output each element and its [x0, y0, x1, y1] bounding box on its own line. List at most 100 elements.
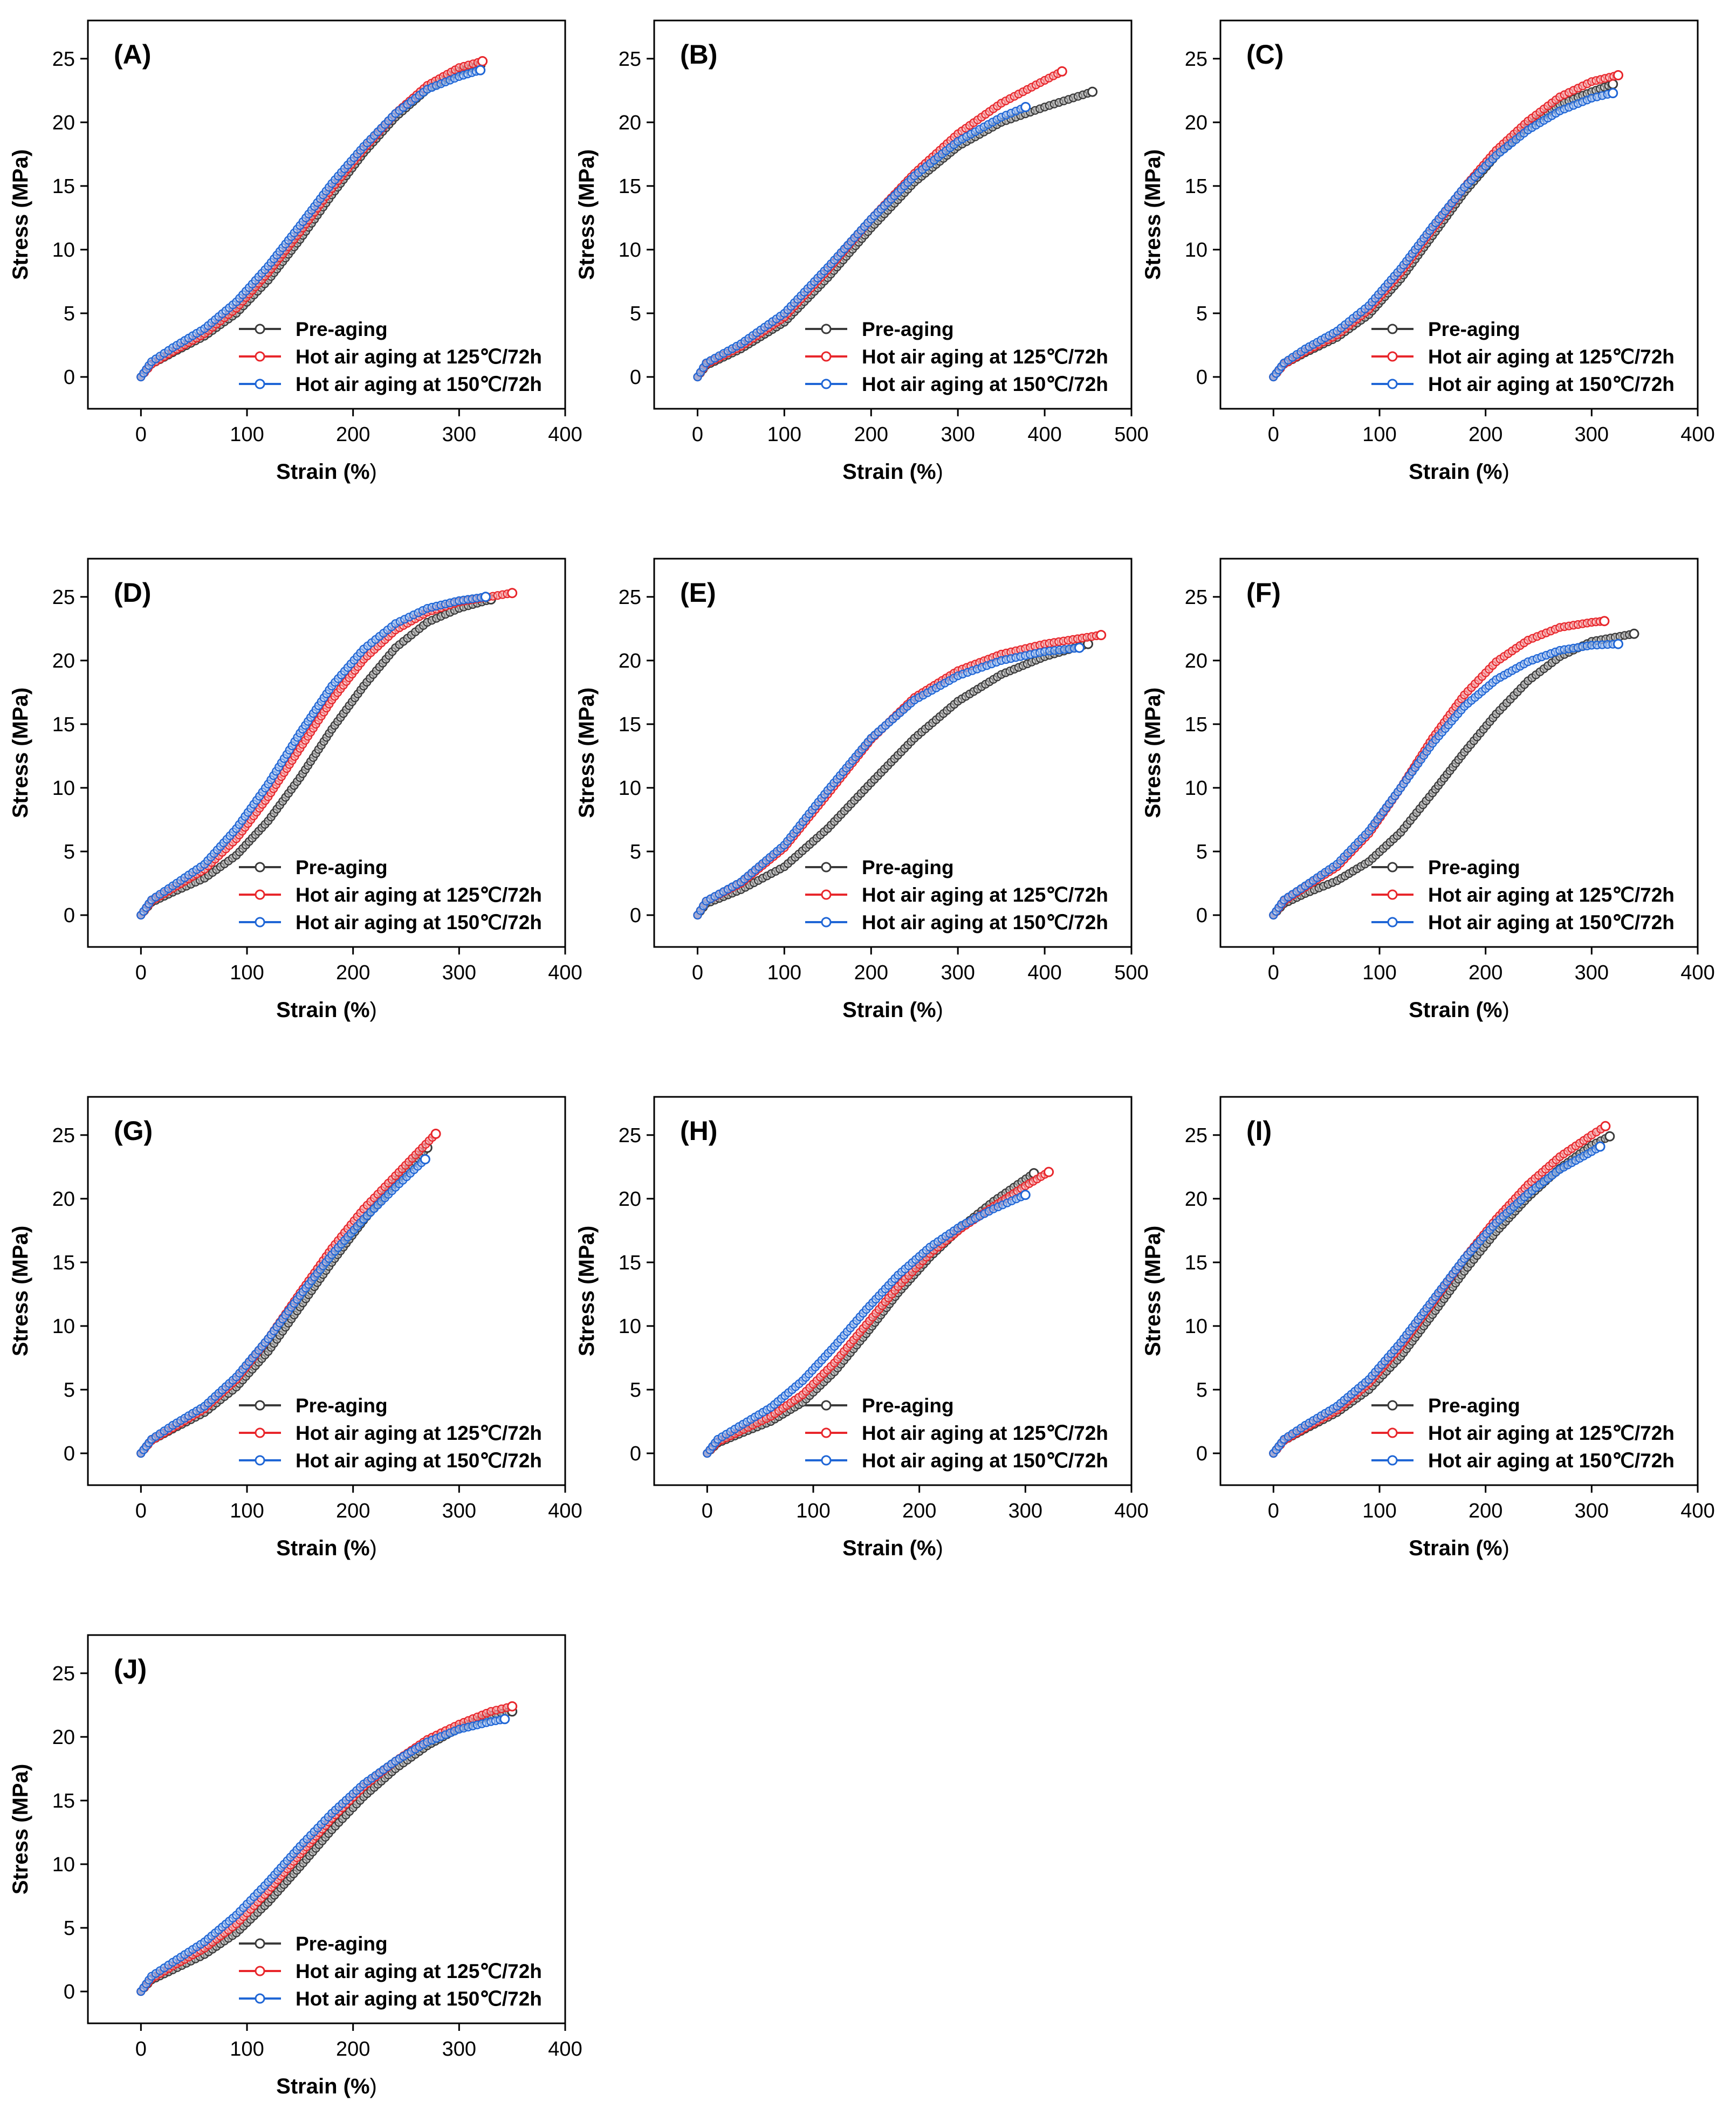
x-tick-label: 300: [941, 423, 975, 446]
legend-marker: [821, 379, 832, 389]
legend-marker: [1387, 351, 1398, 362]
data-point: [953, 137, 963, 146]
x-tick-label: 400: [548, 1500, 582, 1522]
panel-title: (B): [680, 39, 717, 70]
x-axis-label: Strain (%): [276, 460, 377, 484]
legend-label: Hot air aging at 150℃/72h: [1428, 1450, 1675, 1472]
y-tick-label: 5: [64, 1379, 75, 1402]
data-point: [445, 75, 455, 85]
x-axis-label-main: Strain (%: [276, 2075, 369, 2098]
x-tick-label: 0: [702, 1500, 713, 1522]
data-point: [728, 344, 737, 353]
data-point-end: [1599, 616, 1610, 627]
x-tick-label: 400: [1680, 423, 1714, 446]
x-tick-label: 100: [230, 2038, 264, 2061]
y-tick-label: 20: [619, 1188, 641, 1211]
chart-panel-5: 0 100 200 300 400 500 0 5 10 15 20 25 Strain (%) Stre…: [575, 558, 1149, 1022]
data-point-end: [507, 1701, 518, 1712]
y-tick-label: 15: [1185, 713, 1207, 736]
x-tick-label: 400: [548, 423, 582, 446]
x-axis-label: Strain (%): [842, 998, 943, 1022]
data-point: [706, 356, 715, 365]
y-tick-label: 0: [64, 1443, 75, 1465]
y-axis-label: Stress (MPa): [1141, 149, 1165, 280]
data-point: [971, 127, 980, 136]
panel-title: (C): [1246, 39, 1284, 70]
x-tick-label: 400: [1114, 1500, 1148, 1522]
x-axis-label-paren: ): [370, 1536, 377, 1560]
legend-label: Hot air aging at 125℃/72h: [1428, 346, 1675, 368]
x-tick-label: 500: [1114, 423, 1148, 446]
data-point-end: [1020, 102, 1031, 112]
y-tick-label: 10: [1185, 239, 1207, 262]
y-tick-label: 20: [1185, 1188, 1207, 1211]
x-tick-label: 200: [1469, 962, 1502, 984]
y-axis-label: Stress (MPa): [575, 1226, 599, 1356]
y-tick-label: 25: [1185, 48, 1207, 71]
data-point: [1035, 78, 1045, 87]
x-tick-label: 0: [135, 423, 147, 446]
y-tick-label: 15: [1185, 175, 1207, 198]
chart-panel-9: 0 100 200 300 400 0 5 10 15 20 25 Strain (%) Stress …: [1141, 1096, 1715, 1560]
data-point-end: [1629, 628, 1639, 639]
y-tick-label: 5: [630, 841, 641, 863]
x-tick-label: 400: [548, 2038, 582, 2061]
data-point: [423, 85, 432, 94]
x-tick-label: 200: [854, 423, 888, 446]
x-tick-label: 200: [854, 962, 888, 984]
x-tick-label: 0: [1268, 1500, 1279, 1522]
panel-title: (I): [1246, 1116, 1272, 1146]
data-point-end: [477, 56, 488, 66]
y-tick-label: 0: [630, 366, 641, 389]
x-tick-label: 100: [230, 1500, 264, 1522]
legend-marker: [821, 351, 832, 362]
x-tick-label: 0: [135, 962, 147, 984]
y-tick-label: 0: [630, 904, 641, 927]
x-tick-label: 100: [767, 962, 801, 984]
data-point: [997, 99, 1006, 108]
data-point-end: [475, 65, 486, 75]
chart-panel-8: 0 100 200 300 400 0 5 10 15 20 25 Strain (%) Stress …: [575, 1096, 1149, 1560]
y-tick-label: 10: [1185, 777, 1207, 800]
data-point: [1010, 92, 1019, 101]
x-tick-label: 400: [1680, 962, 1714, 984]
y-tick-label: 25: [52, 48, 75, 71]
y-tick-label: 0: [1196, 366, 1207, 389]
data-point: [962, 132, 971, 141]
data-point-end: [1056, 66, 1067, 77]
data-point: [719, 349, 728, 358]
y-tick-label: 20: [52, 650, 75, 672]
x-tick-label: 100: [796, 1500, 830, 1522]
legend-label: Hot air aging at 150℃/72h: [862, 373, 1108, 395]
x-axis-label-paren: ): [1502, 460, 1509, 484]
data-point: [155, 352, 164, 361]
data-point: [975, 125, 984, 134]
y-tick-label: 20: [1185, 650, 1207, 672]
y-tick-label: 25: [619, 48, 641, 71]
x-tick-label: 0: [1268, 962, 1279, 984]
data-point: [1035, 104, 1045, 113]
x-axis-label-paren: ): [370, 460, 377, 484]
data-point: [732, 341, 742, 351]
y-tick-label: 5: [64, 1917, 75, 1940]
y-tick-label: 5: [1196, 303, 1207, 325]
data-point: [1054, 98, 1063, 107]
series-3: [693, 102, 1031, 382]
data-point-end: [507, 588, 518, 599]
x-tick-label: 300: [1008, 1500, 1042, 1522]
x-axis-label-main: Strain (%: [1409, 1536, 1502, 1560]
legend-marker: [821, 1455, 832, 1466]
data-point-end: [1096, 630, 1107, 641]
data-point: [984, 120, 993, 129]
legend: Pre-aging Hot air aging at 125℃/72h Hot ai…: [1371, 318, 1675, 395]
data-point: [1031, 106, 1040, 115]
data-point: [427, 83, 436, 92]
legend-label: Hot air aging at 150℃/72h: [1428, 373, 1675, 395]
data-point: [1001, 111, 1011, 120]
legend-label: Pre-aging: [1428, 1395, 1520, 1417]
y-tick-label: 10: [52, 1853, 75, 1876]
x-axis-label-main: Strain (%: [1409, 460, 1502, 484]
x-tick-label: 400: [548, 962, 582, 984]
series-2: [136, 1129, 441, 1458]
